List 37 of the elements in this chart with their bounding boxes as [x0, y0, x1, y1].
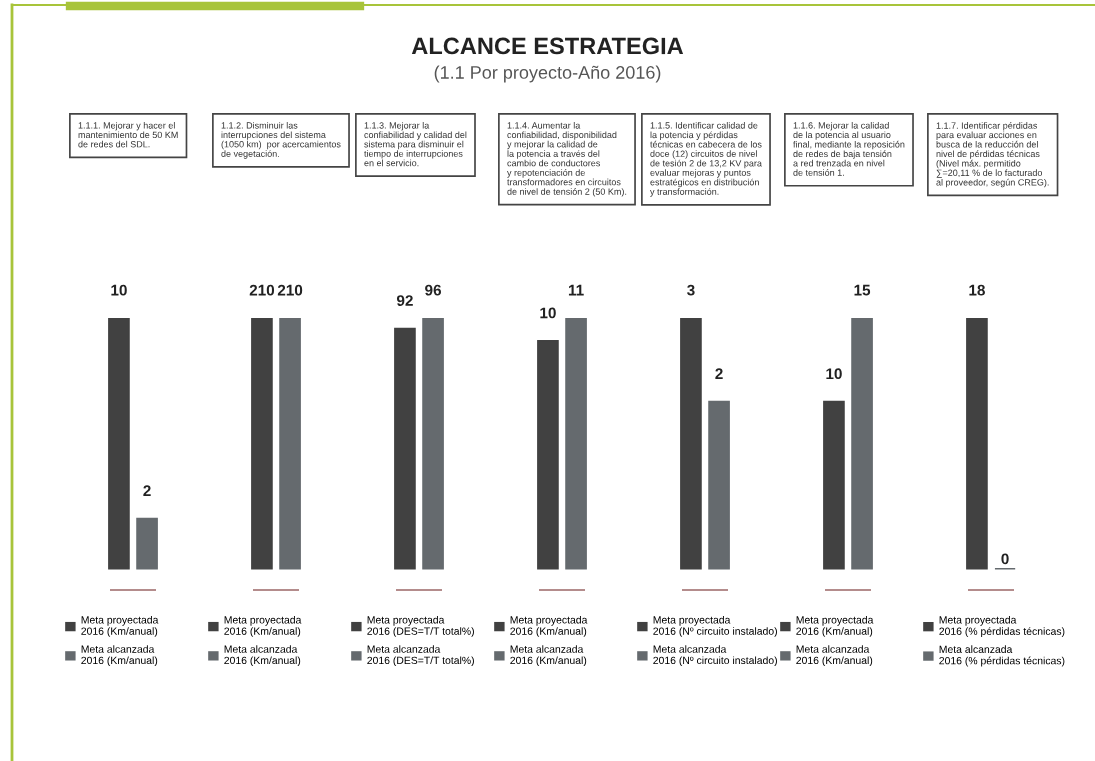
text: 1.1.6. Mejorar la calidad de la potencia al usuario final, mediante la reposición de redes de baja tensión a red trenzada en nivel de tensión 1.: [793, 122, 905, 176]
legend-label: Meta alcanzada 2016 (DES=T/T total%): [367, 645, 474, 667]
data-label: 10: [826, 368, 842, 380]
legend-label: Meta alcanzada 2016 (Km/anual): [224, 645, 301, 667]
text: 1.1.7. Identificar pérdidas para evaluar acciones en busca de la reducción del nivel de pérdidas técnicas (Nivel máx. permitido ∑=20,11 % de lo facturado al proveedor, según CREG).: [936, 122, 1049, 188]
data-label: 3: [687, 284, 695, 296]
data-label: 2: [715, 368, 723, 379]
legend-label: Meta proyectada 2016 (Km/anual): [224, 615, 302, 637]
legend-label: Meta alcanzada 2016 (Km/anual): [510, 645, 587, 667]
legend-label: Meta proyectada 2016 (Km/anual): [510, 615, 588, 637]
data-label: 18: [969, 284, 985, 296]
legend-label: Meta proyectada 2016 (Nº circuito instalado): [653, 615, 777, 637]
text: 1.1.4. Aumentar la confiabilidad, disponibilidad y mejorar la calidad de la potencia a través del cambio de conductores y repotenciación de transformadores en circuitos de nivel de tensión 2 (50 Km).: [507, 122, 627, 197]
legend-label: Meta proyectada 2016 (Km/anual): [81, 615, 159, 637]
legend-label: Meta alcanzada 2016 (% pérdidas técnicas): [939, 645, 1065, 667]
data-label: 0: [1001, 553, 1009, 565]
chart-subtitle: (1.1 Por proyecto-Año 2016): [434, 65, 661, 83]
data-label: 11: [568, 284, 584, 296]
text: 1.1.5. Identificar calidad de la potencia y pérdidas técnicas en cabecera de los doce (12) circuitos de nivel de tesión 2 de 13,2 KV para evaluar mejoras y puntos estratégicos en distribución y transformación.: [650, 122, 762, 197]
text: 1.1.3. Mejorar la confiabilidad y calidad del sistema para disminuir el tiempo de interrupciones en el servicio.: [364, 122, 467, 167]
legend-label: Meta alcanzada 2016 (Km/anual): [796, 645, 873, 667]
text: 1.1.2. Disminuir las interrupciones del sistema (1050 km) por acercamientos de vegetación.: [221, 122, 341, 159]
data-label: 10: [111, 284, 127, 296]
text: 1.1.1. Mejorar y hacer el mantenimiento de 50 KM de redes del SDL.: [78, 122, 178, 148]
data-label: 210: [249, 284, 275, 296]
legend-label: Meta proyectada 2016 (% pérdidas técnicas): [939, 615, 1065, 637]
legend-label: Meta alcanzada 2016 (Nº circuito instalado): [653, 645, 777, 667]
data-label: 15: [854, 284, 871, 296]
data-label: 96: [425, 284, 442, 296]
data-label: 2: [143, 485, 151, 496]
data-label: 92: [396, 295, 413, 306]
data-label: 210: [277, 284, 303, 296]
data-label: 10: [540, 307, 556, 319]
legend-label: Meta proyectada 2016 (DES=T/T total%): [367, 615, 474, 637]
chart-title: ALCANCE ESTRATEGIA: [411, 37, 684, 55]
legend-label: Meta alcanzada 2016 (Km/anual): [81, 645, 158, 667]
legend-label: Meta proyectada 2016 (Km/anual): [796, 615, 874, 637]
